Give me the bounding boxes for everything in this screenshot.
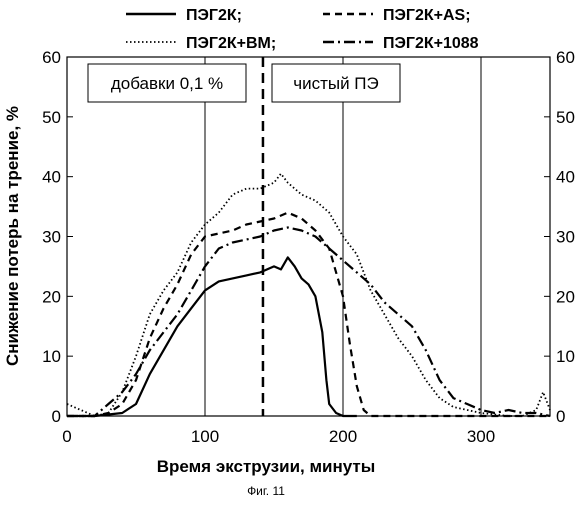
plot-frame [67, 57, 550, 416]
region-label-additives: добавки 0,1 % [88, 64, 246, 102]
x-axis-label: Время экструзии, минуты [157, 457, 376, 476]
y-tick-label-right: 50 [556, 108, 575, 127]
series-line-3 [67, 174, 550, 416]
series-line-2 [67, 213, 550, 416]
y-tick-label-left: 10 [42, 347, 61, 366]
figure-caption: Фиг. 11 [247, 484, 285, 498]
y-tick-label-left: 60 [42, 48, 61, 67]
y-tick-label-left: 30 [42, 228, 61, 247]
legend-item-2: ПЭГ2К+AS; [323, 7, 471, 24]
legend-label-1: ПЭГ2К; [186, 7, 242, 24]
x-tick-label: 200 [329, 427, 357, 446]
y-tick-label-left: 0 [52, 407, 61, 426]
y-tick-label-left: 20 [42, 287, 61, 306]
series-line-4 [67, 228, 550, 417]
x-tick-label: 0 [62, 427, 71, 446]
y-tick-label-left: 40 [42, 168, 61, 187]
y-tick-label-right: 30 [556, 228, 575, 247]
y-tick-label-right: 60 [556, 48, 575, 67]
legend-item-3: ПЭГ2К+ВМ; [126, 35, 276, 52]
y-tick-label-right: 10 [556, 347, 575, 366]
y-tick-label-right: 20 [556, 287, 575, 306]
x-tick-label: 100 [191, 427, 219, 446]
region-label-pure-pe-text: чистый ПЭ [293, 74, 379, 93]
legend: ПЭГ2К; ПЭГ2К+AS; ПЭГ2К+ВМ; ПЭГ2К+1088 [126, 7, 479, 52]
y-tick-label-right: 40 [556, 168, 575, 187]
legend-label-3: ПЭГ2К+ВМ; [186, 35, 276, 52]
x-tick-label: 300 [467, 427, 495, 446]
y-tick-label-left: 50 [42, 108, 61, 127]
series-layer [67, 174, 550, 416]
legend-item-1: ПЭГ2К; [126, 7, 242, 24]
y-axis-label: Снижение потерь на трение, % [3, 106, 22, 366]
series-line-1 [67, 257, 357, 416]
region-label-pure-pe: чистый ПЭ [272, 64, 400, 102]
legend-label-4: ПЭГ2К+1088 [383, 35, 479, 52]
legend-label-2: ПЭГ2К+AS; [383, 7, 471, 24]
legend-item-4: ПЭГ2К+1088 [323, 35, 479, 52]
region-label-additives-text: добавки 0,1 % [111, 74, 223, 93]
axes-layer: 001010202030304040505060600100200300 [42, 48, 575, 446]
y-tick-label-right: 0 [556, 407, 565, 426]
